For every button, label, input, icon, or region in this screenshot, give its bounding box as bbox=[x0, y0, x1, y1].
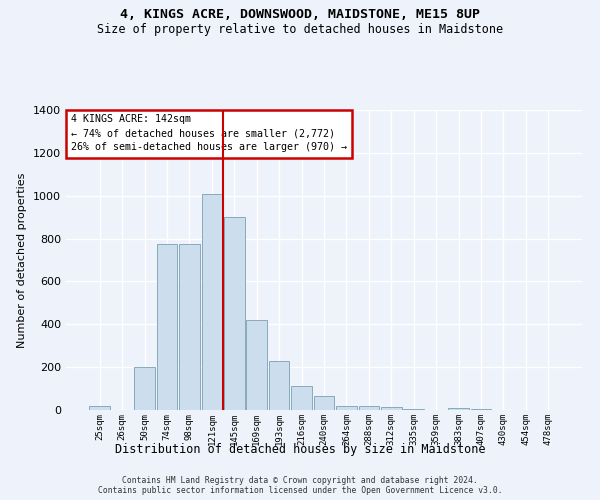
Bar bbox=[448, 408, 469, 410]
Bar bbox=[291, 386, 312, 410]
Bar bbox=[179, 244, 200, 410]
Bar bbox=[381, 408, 401, 410]
Bar bbox=[134, 367, 155, 410]
Text: Size of property relative to detached houses in Maidstone: Size of property relative to detached ho… bbox=[97, 22, 503, 36]
Bar bbox=[359, 406, 379, 410]
Bar bbox=[89, 406, 110, 410]
Text: 4, KINGS ACRE, DOWNSWOOD, MAIDSTONE, ME15 8UP: 4, KINGS ACRE, DOWNSWOOD, MAIDSTONE, ME1… bbox=[120, 8, 480, 20]
Y-axis label: Number of detached properties: Number of detached properties bbox=[17, 172, 28, 348]
Bar bbox=[269, 360, 289, 410]
Bar bbox=[336, 406, 357, 410]
Bar bbox=[470, 409, 491, 410]
Bar bbox=[202, 194, 222, 410]
Text: 4 KINGS ACRE: 142sqm
← 74% of detached houses are smaller (2,772)
26% of semi-de: 4 KINGS ACRE: 142sqm ← 74% of detached h… bbox=[71, 114, 347, 152]
Bar bbox=[157, 244, 178, 410]
Text: Contains HM Land Registry data © Crown copyright and database right 2024.
Contai: Contains HM Land Registry data © Crown c… bbox=[98, 476, 502, 495]
Bar bbox=[247, 320, 267, 410]
Bar bbox=[314, 396, 334, 410]
Bar bbox=[224, 217, 245, 410]
Text: Distribution of detached houses by size in Maidstone: Distribution of detached houses by size … bbox=[115, 442, 485, 456]
Bar bbox=[403, 409, 424, 410]
